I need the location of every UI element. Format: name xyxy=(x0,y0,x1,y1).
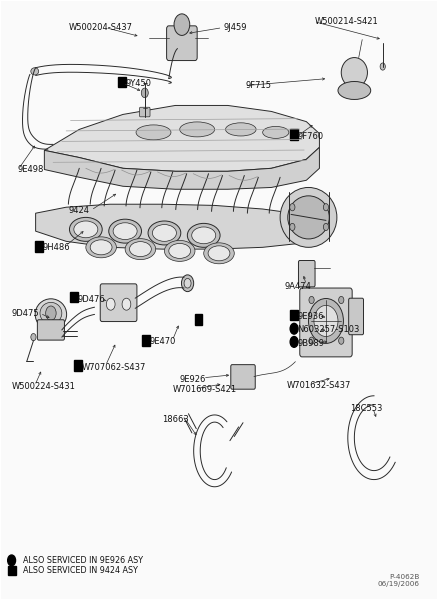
Ellipse shape xyxy=(288,196,329,239)
Text: 9F760: 9F760 xyxy=(297,132,324,141)
Text: 9E498: 9E498 xyxy=(17,165,44,174)
Ellipse shape xyxy=(314,305,338,337)
Text: 9E926: 9E926 xyxy=(180,374,206,383)
Text: W500214-S421: W500214-S421 xyxy=(315,17,379,26)
Bar xyxy=(35,241,42,251)
FancyBboxPatch shape xyxy=(231,365,255,389)
FancyBboxPatch shape xyxy=(140,107,150,117)
Bar xyxy=(8,566,15,575)
Text: 18C553: 18C553 xyxy=(350,404,382,413)
Circle shape xyxy=(46,306,56,320)
Text: 18663: 18663 xyxy=(162,415,189,424)
Ellipse shape xyxy=(35,299,67,330)
Ellipse shape xyxy=(40,302,62,324)
Text: W500204-S437: W500204-S437 xyxy=(68,23,132,32)
Ellipse shape xyxy=(125,239,155,260)
Ellipse shape xyxy=(192,227,216,244)
Circle shape xyxy=(290,223,295,230)
Ellipse shape xyxy=(130,242,151,257)
Text: ALSO SERVICED IN 9E926 ASY: ALSO SERVICED IN 9E926 ASY xyxy=(22,556,142,565)
Text: P-4062B
06/19/2006: P-4062B 06/19/2006 xyxy=(378,574,420,587)
Bar xyxy=(290,310,298,320)
Polygon shape xyxy=(44,106,319,171)
Text: W500224-S431: W500224-S431 xyxy=(12,382,75,391)
Polygon shape xyxy=(44,148,319,189)
FancyBboxPatch shape xyxy=(100,284,137,322)
Bar xyxy=(142,335,150,346)
Text: ALSO SERVICED IN 9424 ASY: ALSO SERVICED IN 9424 ASY xyxy=(22,566,138,575)
Text: W701632-S437: W701632-S437 xyxy=(287,380,351,389)
Circle shape xyxy=(339,337,344,344)
Ellipse shape xyxy=(90,240,112,255)
Circle shape xyxy=(339,296,344,304)
Polygon shape xyxy=(35,204,315,249)
Ellipse shape xyxy=(86,237,117,258)
Circle shape xyxy=(141,88,148,98)
Ellipse shape xyxy=(164,241,195,262)
Circle shape xyxy=(122,298,131,310)
Ellipse shape xyxy=(148,221,181,245)
FancyBboxPatch shape xyxy=(37,320,64,340)
FancyBboxPatch shape xyxy=(298,260,315,287)
Ellipse shape xyxy=(187,223,220,247)
Ellipse shape xyxy=(280,187,337,247)
Circle shape xyxy=(8,555,15,566)
Ellipse shape xyxy=(31,68,39,75)
Circle shape xyxy=(290,337,298,347)
Text: 9D476: 9D476 xyxy=(77,295,105,304)
Ellipse shape xyxy=(308,299,343,343)
FancyBboxPatch shape xyxy=(166,26,197,61)
Circle shape xyxy=(106,298,115,310)
Circle shape xyxy=(290,203,295,211)
Circle shape xyxy=(184,278,191,288)
Ellipse shape xyxy=(204,243,234,264)
Bar xyxy=(118,77,126,88)
Ellipse shape xyxy=(152,224,177,241)
Text: 9J459: 9J459 xyxy=(223,23,247,32)
Bar xyxy=(74,361,82,371)
Ellipse shape xyxy=(341,58,367,88)
Text: N603257-S103: N603257-S103 xyxy=(297,325,360,334)
Circle shape xyxy=(309,296,314,304)
Text: 9F715: 9F715 xyxy=(245,81,271,90)
Circle shape xyxy=(309,337,314,344)
Ellipse shape xyxy=(109,219,141,243)
Text: 9Y450: 9Y450 xyxy=(125,79,151,88)
Ellipse shape xyxy=(226,123,256,136)
FancyBboxPatch shape xyxy=(300,288,352,357)
Text: 9H486: 9H486 xyxy=(42,244,70,253)
FancyBboxPatch shape xyxy=(349,298,364,335)
Bar xyxy=(290,129,298,140)
Text: W701669-S421: W701669-S421 xyxy=(173,385,237,394)
Bar xyxy=(194,314,202,325)
Circle shape xyxy=(174,14,190,35)
Text: 9424: 9424 xyxy=(68,206,89,215)
Ellipse shape xyxy=(113,223,137,239)
Ellipse shape xyxy=(70,217,102,241)
Ellipse shape xyxy=(208,246,230,261)
Circle shape xyxy=(181,275,194,292)
Circle shape xyxy=(323,203,328,211)
Text: 9D475: 9D475 xyxy=(12,308,39,317)
Text: W707062-S437: W707062-S437 xyxy=(81,362,146,371)
Circle shape xyxy=(31,334,36,341)
Ellipse shape xyxy=(169,244,191,259)
Ellipse shape xyxy=(74,221,98,238)
Circle shape xyxy=(290,323,298,334)
Circle shape xyxy=(380,63,385,70)
Text: 9E470: 9E470 xyxy=(149,337,176,346)
Ellipse shape xyxy=(136,125,171,140)
Bar xyxy=(70,292,78,302)
Ellipse shape xyxy=(263,127,289,139)
Ellipse shape xyxy=(338,82,371,100)
Circle shape xyxy=(323,223,328,230)
Text: 9B989: 9B989 xyxy=(297,338,325,347)
Text: 9E936: 9E936 xyxy=(297,312,324,321)
Text: 9A474: 9A474 xyxy=(285,283,311,292)
Ellipse shape xyxy=(180,122,215,137)
